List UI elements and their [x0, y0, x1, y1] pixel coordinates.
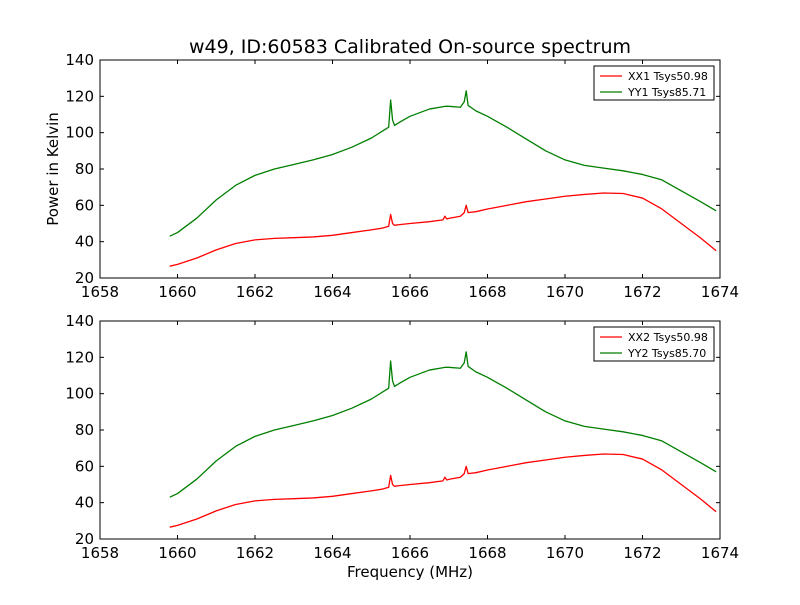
y-tick-label: 140 [65, 312, 94, 330]
bottom-panel: 1658 1660 1662 1664 1666 1668 1670 1672 1674 20 40… [65, 312, 739, 562]
legend-box [593, 326, 715, 362]
x-tick-label: 1674 [701, 283, 739, 301]
x-tick-label: 1672 [623, 283, 661, 301]
y-tick-label: 80 [75, 160, 94, 178]
y-tick-label: 60 [75, 457, 94, 475]
x-tick-label: 1660 [158, 544, 196, 562]
y-tick-label: 20 [75, 530, 94, 548]
x-tick-label: 1664 [313, 544, 351, 562]
x-tick-label: 1664 [313, 283, 351, 301]
x-tick-label: 1662 [236, 283, 274, 301]
figure-title: w49, ID:60583 Calibrated On-source spect… [189, 36, 631, 58]
x-tick-label: 1660 [158, 283, 196, 301]
x-tick-label: 1666 [391, 283, 429, 301]
x-axis-label: Frequency (MHz) [347, 563, 473, 581]
legend-label: YY1 Tsys85.71 [627, 86, 706, 99]
y-tick-label: 140 [65, 51, 94, 69]
y-axis-label: Power in Kelvin [44, 112, 62, 226]
x-tick-label: 1658 [81, 283, 119, 301]
legend-label: XX2 Tsys50.98 [628, 331, 708, 344]
legend-label: YY2 Tsys85.70 [627, 347, 706, 360]
legend-label: XX1 Tsys50.98 [628, 70, 708, 83]
series-line-xx [169, 453, 717, 528]
y-tick-label: 120 [65, 348, 94, 366]
top-panel: 1658 1660 1662 1664 1666 1668 1670 1672 1674 20 40… [65, 51, 739, 301]
series-line-yy [169, 351, 717, 498]
y-tick-label: 120 [65, 87, 94, 105]
x-tick-label: 1670 [546, 283, 584, 301]
y-tick-label: 20 [75, 269, 94, 287]
legend-box [593, 65, 715, 101]
y-tick-label: 100 [65, 385, 94, 403]
x-tick-label: 1668 [468, 544, 506, 562]
y-tick-label: 60 [75, 196, 94, 214]
x-tick-label: 1662 [236, 544, 274, 562]
legend: XX2 Tsys50.98 YY2 Tsys85.70 [593, 326, 715, 362]
y-tick-label: 40 [75, 233, 94, 251]
y-tick-label: 80 [75, 421, 94, 439]
x-tick-label: 1658 [81, 544, 119, 562]
y-tick-label: 100 [65, 124, 94, 142]
series-line-xx [169, 192, 717, 267]
legend: XX1 Tsys50.98 YY1 Tsys85.71 [593, 65, 715, 101]
x-tick-label: 1670 [546, 544, 584, 562]
x-tick-label: 1674 [701, 544, 739, 562]
x-tick-label: 1666 [391, 544, 429, 562]
x-tick-label: 1672 [623, 544, 661, 562]
y-tick-label: 40 [75, 494, 94, 512]
x-tick-label: 1668 [468, 283, 506, 301]
series-line-yy [169, 90, 717, 237]
